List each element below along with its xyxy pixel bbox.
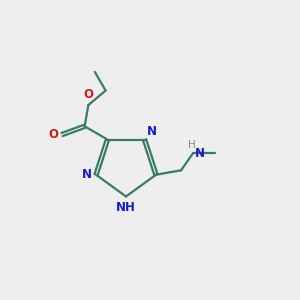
Text: O: O (83, 88, 93, 100)
Text: N: N (195, 147, 205, 160)
Text: N: N (147, 125, 157, 138)
Text: NH: NH (116, 201, 136, 214)
Text: O: O (49, 128, 58, 141)
Text: H: H (188, 140, 196, 150)
Text: N: N (82, 168, 92, 181)
